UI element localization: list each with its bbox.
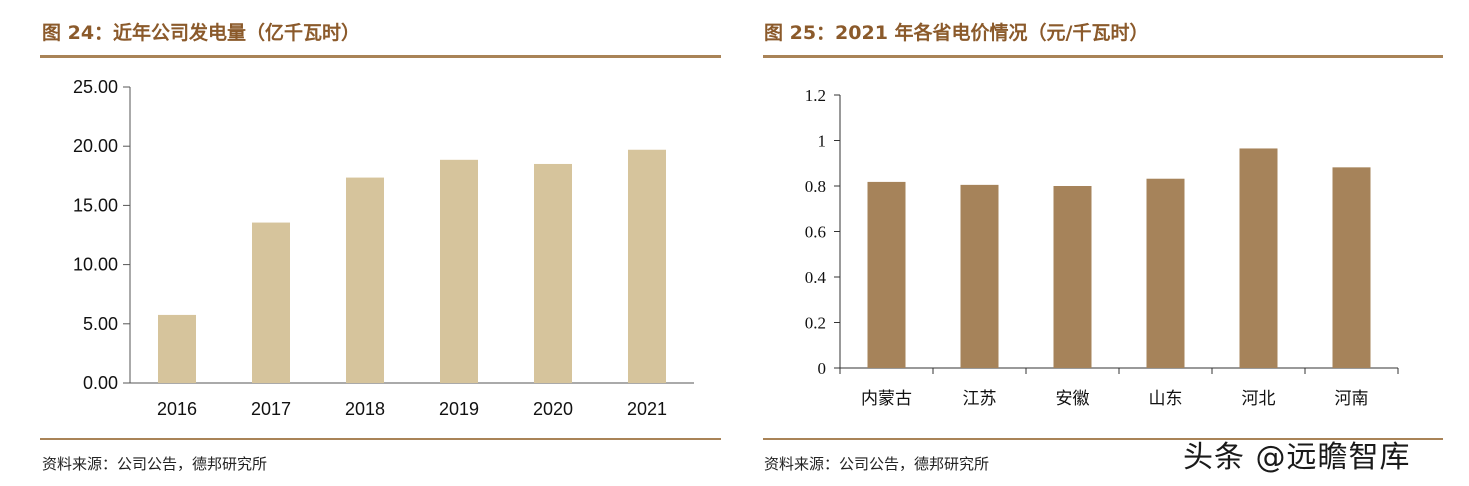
source-note-right: 资料来源：公司公告，德邦研究所 <box>764 455 990 473</box>
bar-2017 <box>252 222 290 383</box>
bar-2021 <box>628 149 666 383</box>
bar-安徽 <box>1053 186 1092 368</box>
x-tick-label: 河北 <box>1242 389 1276 409</box>
y-tick-label: 25.00 <box>73 77 118 97</box>
x-tick-label: 安徽 <box>1056 389 1090 409</box>
y-tick-label: 0.6 <box>805 223 826 242</box>
chart-left: 0.00 5.00 10.00 15.00 20.00 25.00 2016 2017 2018… <box>73 77 694 419</box>
y-tick-label: 20.00 <box>73 136 118 156</box>
source-rule-right <box>763 438 1443 440</box>
x-tick-label: 河南 <box>1335 389 1369 409</box>
x-tick-label: 2021 <box>627 399 667 419</box>
x-tick-label: 山东 <box>1149 389 1183 409</box>
chart-title-right: 图 25：2021 年各省电价情况（元/千瓦时） <box>764 22 1149 44</box>
y-tick-label: 15.00 <box>73 195 118 215</box>
x-tick-label: 江苏 <box>963 389 997 409</box>
x-tick-label: 内蒙古 <box>861 389 912 409</box>
x-tick-label: 2020 <box>533 399 573 419</box>
bar-2018 <box>346 177 384 383</box>
y-tick-label: 0.2 <box>805 314 826 333</box>
y-tick-label: 1 <box>818 132 827 151</box>
y-tick-label: 10.00 <box>73 255 118 275</box>
chart-right: 0 0.2 0.4 0.6 0.8 1 1.2 内蒙古 江苏 安徽 山东 河北 河南 <box>805 86 1399 409</box>
source-rule-left <box>40 438 721 440</box>
chart-panel-right: 图 25：2021 年各省电价情况（元/千瓦时） 资料来源：公司公告，德邦研究所 <box>735 0 1469 486</box>
bar-江苏 <box>960 184 999 368</box>
x-tick-label: 2016 <box>157 399 197 419</box>
bar-河北 <box>1239 148 1278 368</box>
source-note-left: 资料来源：公司公告，德邦研究所 <box>42 455 268 473</box>
x-tick-label: 2018 <box>345 399 385 419</box>
watermark-text: 头条 @远瞻智库 <box>1183 440 1411 475</box>
bar-内蒙古 <box>867 181 906 368</box>
bar-2019 <box>440 159 478 383</box>
title-rule-right <box>763 55 1443 58</box>
y-tick-label: 0.4 <box>805 268 827 287</box>
x-tick-label: 2019 <box>439 399 479 419</box>
title-rule-left <box>40 55 721 58</box>
x-tick-label: 2017 <box>251 399 291 419</box>
chart-title-left: 图 24：近年公司发电量（亿千瓦时） <box>42 22 361 44</box>
y-tick-label: 1.2 <box>805 86 826 105</box>
bar-山东 <box>1146 178 1185 368</box>
bar-2016 <box>158 314 196 383</box>
y-tick-label: 5.00 <box>83 314 118 334</box>
bar-河南 <box>1332 167 1371 368</box>
bar-2020 <box>534 163 572 383</box>
y-tick-label: 0.8 <box>805 177 826 196</box>
y-tick-label: 0.00 <box>83 373 118 393</box>
y-tick-label: 0 <box>818 359 827 378</box>
chart-panel-left: 图 24：近年公司发电量（亿千瓦时） 资料来源：公司公告，德邦研究所 <box>40 22 721 473</box>
